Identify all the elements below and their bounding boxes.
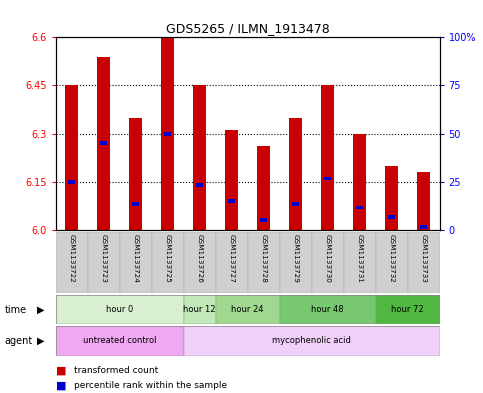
- Bar: [324, 176, 331, 180]
- Bar: [215, 232, 248, 293]
- Bar: [227, 199, 235, 203]
- Bar: [257, 147, 270, 230]
- Text: percentile rank within the sample: percentile rank within the sample: [74, 382, 227, 390]
- Text: GSM1133723: GSM1133723: [100, 234, 107, 283]
- Bar: [184, 326, 440, 356]
- Text: GSM1133729: GSM1133729: [293, 234, 298, 283]
- Bar: [420, 225, 427, 229]
- Bar: [353, 134, 366, 230]
- Text: GSM1133728: GSM1133728: [260, 234, 267, 283]
- Text: mycophenolic acid: mycophenolic acid: [272, 336, 351, 345]
- Text: GSM1133731: GSM1133731: [356, 234, 363, 283]
- Bar: [56, 295, 184, 324]
- Bar: [68, 180, 75, 184]
- Bar: [385, 166, 398, 230]
- Text: hour 24: hour 24: [231, 305, 264, 314]
- Bar: [280, 232, 312, 293]
- Bar: [129, 118, 142, 230]
- Text: agent: agent: [5, 336, 33, 346]
- Bar: [376, 295, 440, 324]
- Bar: [196, 183, 203, 187]
- Bar: [87, 232, 120, 293]
- Bar: [321, 85, 334, 230]
- Bar: [193, 85, 206, 230]
- Title: GDS5265 / ILMN_1913478: GDS5265 / ILMN_1913478: [166, 22, 329, 35]
- Text: ▶: ▶: [37, 305, 45, 315]
- Bar: [343, 232, 376, 293]
- Bar: [184, 232, 215, 293]
- Bar: [225, 130, 238, 230]
- Bar: [376, 232, 408, 293]
- Bar: [132, 202, 140, 206]
- Text: ■: ■: [56, 366, 66, 376]
- Bar: [99, 141, 107, 145]
- Bar: [184, 295, 215, 324]
- Text: hour 48: hour 48: [311, 305, 344, 314]
- Text: GSM1133732: GSM1133732: [388, 234, 395, 283]
- Bar: [280, 295, 376, 324]
- Bar: [260, 219, 268, 222]
- Text: untreated control: untreated control: [83, 336, 156, 345]
- Bar: [289, 118, 302, 230]
- Bar: [120, 232, 152, 293]
- Bar: [388, 215, 396, 219]
- Text: time: time: [5, 305, 27, 315]
- Text: ■: ■: [56, 381, 66, 391]
- Text: hour 0: hour 0: [106, 305, 133, 314]
- Bar: [215, 295, 280, 324]
- Bar: [312, 232, 343, 293]
- Bar: [355, 206, 363, 209]
- Text: GSM1133727: GSM1133727: [228, 234, 235, 283]
- Bar: [65, 85, 78, 230]
- Bar: [408, 232, 440, 293]
- Bar: [164, 132, 171, 136]
- Bar: [292, 202, 299, 206]
- Bar: [97, 57, 110, 230]
- Bar: [417, 172, 430, 230]
- Bar: [56, 326, 184, 356]
- Text: ▶: ▶: [37, 336, 45, 346]
- Text: GSM1133730: GSM1133730: [325, 234, 330, 283]
- Text: hour 12: hour 12: [183, 305, 216, 314]
- Text: GSM1133733: GSM1133733: [421, 234, 426, 283]
- Text: transformed count: transformed count: [74, 367, 158, 375]
- Text: hour 72: hour 72: [391, 305, 424, 314]
- Bar: [161, 37, 174, 230]
- Text: GSM1133725: GSM1133725: [165, 234, 170, 283]
- Bar: [56, 232, 87, 293]
- Bar: [152, 232, 184, 293]
- Text: GSM1133726: GSM1133726: [197, 234, 202, 283]
- Text: GSM1133724: GSM1133724: [132, 234, 139, 283]
- Text: GSM1133722: GSM1133722: [69, 234, 74, 283]
- Bar: [248, 232, 280, 293]
